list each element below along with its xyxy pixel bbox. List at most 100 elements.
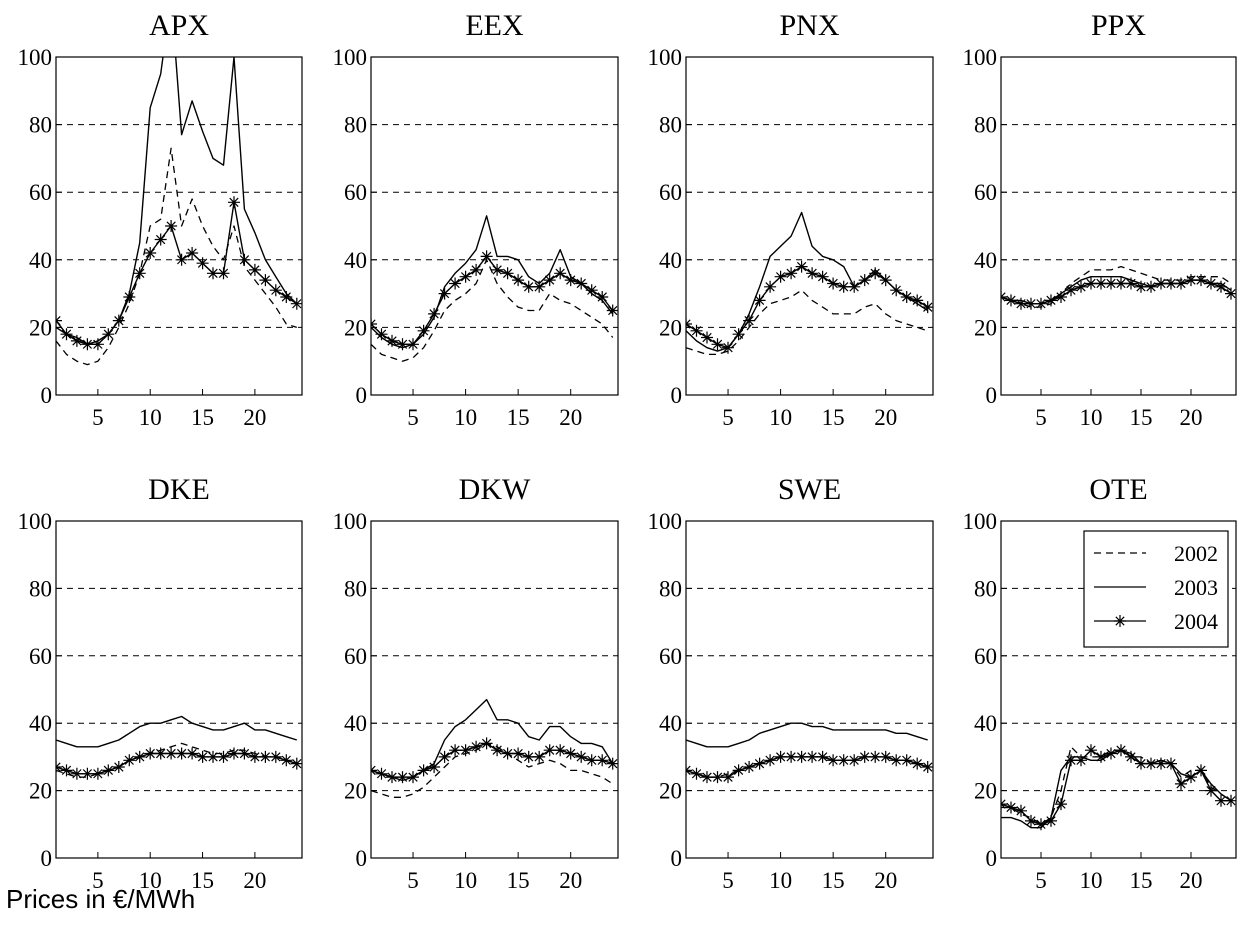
data-point-2004 xyxy=(470,263,483,276)
x-tick-label: 10 xyxy=(769,868,792,893)
data-point-2004 xyxy=(522,280,535,293)
panel-apx: APX 0 20 40 60 80 100 5 10 15 20 xyxy=(18,9,303,430)
y-tick-label: 60 xyxy=(659,644,682,669)
data-point-2004 xyxy=(102,328,115,341)
plot-frame xyxy=(1000,520,1237,859)
data-point-2004 xyxy=(1065,754,1077,767)
data-point-2004 xyxy=(470,740,483,753)
data-point-2004 xyxy=(1175,777,1187,790)
y-tick-label: 60 xyxy=(974,644,997,669)
x-tick-label: 5 xyxy=(92,405,104,430)
data-point-2004 xyxy=(386,334,398,347)
x-tick-label: 5 xyxy=(1035,868,1047,893)
data-point-2004 xyxy=(596,754,609,767)
data-point-2004 xyxy=(186,247,199,259)
series-line-2003 xyxy=(686,722,928,748)
data-point-2004 xyxy=(112,761,125,773)
data-point-2004 xyxy=(575,277,588,290)
data-point-2004 xyxy=(1205,277,1217,290)
data-point-2004 xyxy=(259,274,272,287)
data-point-2004 xyxy=(375,767,388,780)
y-tick-label: 0 xyxy=(671,846,683,871)
x-tick-label: 20 xyxy=(559,405,582,430)
data-point-2004 xyxy=(732,328,745,341)
panel-ote: OTE 0 20 40 60 80 100 5 10 15 20 2002 2003 2004 xyxy=(963,473,1237,893)
data-point-2004 xyxy=(1105,277,1117,290)
panel-title: PPX xyxy=(1091,9,1146,42)
data-point-2004 xyxy=(196,750,209,763)
data-point-2004 xyxy=(133,267,146,280)
legend: 2002 2003 2004 xyxy=(1083,530,1229,648)
data-point-2004 xyxy=(459,270,472,283)
legend-label-2002: 2002 xyxy=(1174,541,1218,566)
y-tick-label: 60 xyxy=(29,644,52,669)
data-point-2004 xyxy=(1065,284,1077,297)
data-point-2004 xyxy=(1015,297,1027,310)
data-point-2004 xyxy=(417,324,430,337)
data-point-2004 xyxy=(554,744,567,757)
data-point-2004 xyxy=(428,761,441,773)
data-point-2004 xyxy=(732,764,745,777)
data-point-2004 xyxy=(911,757,924,770)
panel-swe: SWE 0 20 40 60 80 100 5 10 15 20 xyxy=(648,473,934,893)
data-point-2004 xyxy=(501,747,514,760)
data-point-2004 xyxy=(1055,798,1067,811)
data-point-2004 xyxy=(70,767,83,780)
y-tick-label: 100 xyxy=(648,45,683,70)
data-point-2004 xyxy=(196,257,209,270)
legend-label-2004: 2004 xyxy=(1174,609,1218,634)
data-point-2004 xyxy=(816,270,829,283)
x-tick-label: 15 xyxy=(1130,868,1153,893)
panel-title: DKE xyxy=(148,473,210,506)
data-point-2004 xyxy=(1075,280,1087,293)
data-point-2004 xyxy=(1225,287,1236,300)
data-point-2004 xyxy=(438,750,451,763)
x-tick-label: 5 xyxy=(407,405,419,430)
data-point-2004 xyxy=(1035,818,1047,831)
data-point-2004 xyxy=(533,750,546,763)
data-point-2004 xyxy=(753,294,766,307)
data-point-2004 xyxy=(1125,277,1137,290)
panel-dkw: DKW 0 20 40 60 80 100 5 10 15 20 xyxy=(333,473,619,893)
data-point-2004 xyxy=(869,267,882,280)
data-point-2004 xyxy=(238,747,251,760)
series-line-2004 xyxy=(56,201,298,345)
y-tick-label: 100 xyxy=(18,509,53,534)
panel-eex: EEX 0 20 40 60 80 100 5 10 15 20 xyxy=(333,9,619,430)
data-point-2004 xyxy=(522,750,535,763)
data-point-2004 xyxy=(879,274,892,287)
y-tick-label: 40 xyxy=(29,711,52,736)
data-point-2004 xyxy=(1195,764,1207,777)
data-point-2004 xyxy=(848,754,861,767)
data-point-2004 xyxy=(386,771,398,784)
y-tick-label: 60 xyxy=(974,180,997,205)
data-point-2004 xyxy=(1155,277,1167,290)
series-line-2002 xyxy=(686,289,928,356)
y-tick-label: 80 xyxy=(29,113,52,138)
data-point-2004 xyxy=(554,267,567,280)
data-point-2004 xyxy=(1075,754,1087,767)
y-tick-label: 20 xyxy=(659,315,682,340)
data-point-2004 xyxy=(459,744,472,757)
y-tick-label: 80 xyxy=(974,576,997,601)
series-line-2003 xyxy=(686,211,929,352)
series-group xyxy=(686,211,933,356)
series-group xyxy=(1001,265,1236,310)
data-point-2004 xyxy=(585,284,598,297)
data-point-2004 xyxy=(396,338,409,351)
y-tick-label: 60 xyxy=(659,180,682,205)
data-point-2004 xyxy=(144,747,157,760)
data-point-2004 xyxy=(774,750,787,763)
legend-box xyxy=(1083,530,1229,648)
data-point-2004 xyxy=(921,761,933,773)
plot-frame xyxy=(685,56,934,396)
data-point-2004 xyxy=(290,757,302,770)
y-tick-label: 0 xyxy=(671,383,683,408)
data-point-2004 xyxy=(564,274,577,287)
data-point-2004 xyxy=(827,754,840,767)
data-point-2004 xyxy=(858,750,871,763)
data-point-2004 xyxy=(816,750,829,763)
data-point-2004 xyxy=(123,754,136,767)
data-point-2004 xyxy=(879,750,892,763)
panel-title: SWE xyxy=(778,473,841,506)
